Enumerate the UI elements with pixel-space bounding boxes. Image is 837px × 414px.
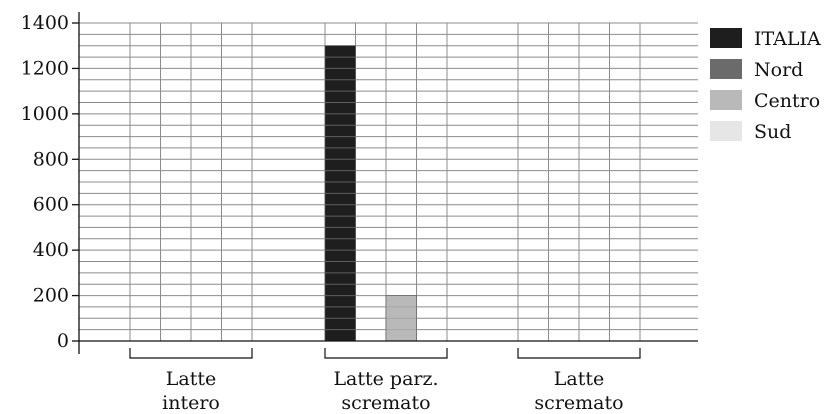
category-label: Latte parz. [333,368,438,390]
legend-label: ITALIA [754,28,821,50]
legend-label: Nord [754,59,803,81]
y-tick-label: 200 [33,285,69,307]
category-bracket [517,348,641,359]
category-bracket [129,348,253,359]
category-label: scremato [534,392,623,414]
legend-label: Sud [754,121,791,143]
y-tick-label: 400 [33,239,69,261]
bars [324,45,417,342]
y-tick-label: 1200 [21,57,69,79]
category-label: scremato [341,392,430,414]
legend-swatch-sud [710,121,742,141]
y-tick-label: 1000 [21,103,69,125]
category-label: Latte [166,368,216,390]
y-tick-label: 800 [33,148,69,170]
legend-swatch-centro [710,90,742,110]
y-tick-label: 1400 [21,12,69,34]
y-axis-ticks: 0 200 400 600 800 1000 1200 1400 [21,12,79,352]
grid [79,22,698,341]
legend-swatch-italia [710,28,742,48]
category-label: intero [162,392,220,414]
legend-swatch-nord [710,59,742,79]
legend-label: Centro [754,90,820,112]
y-tick-label: 0 [57,330,69,352]
category-label: Latte [554,368,604,390]
y-tick-label: 600 [33,194,69,216]
bar-grid-overlay [325,56,417,331]
legend: ITALIA Nord Centro Sud [710,28,821,143]
category-bracket [324,348,448,359]
